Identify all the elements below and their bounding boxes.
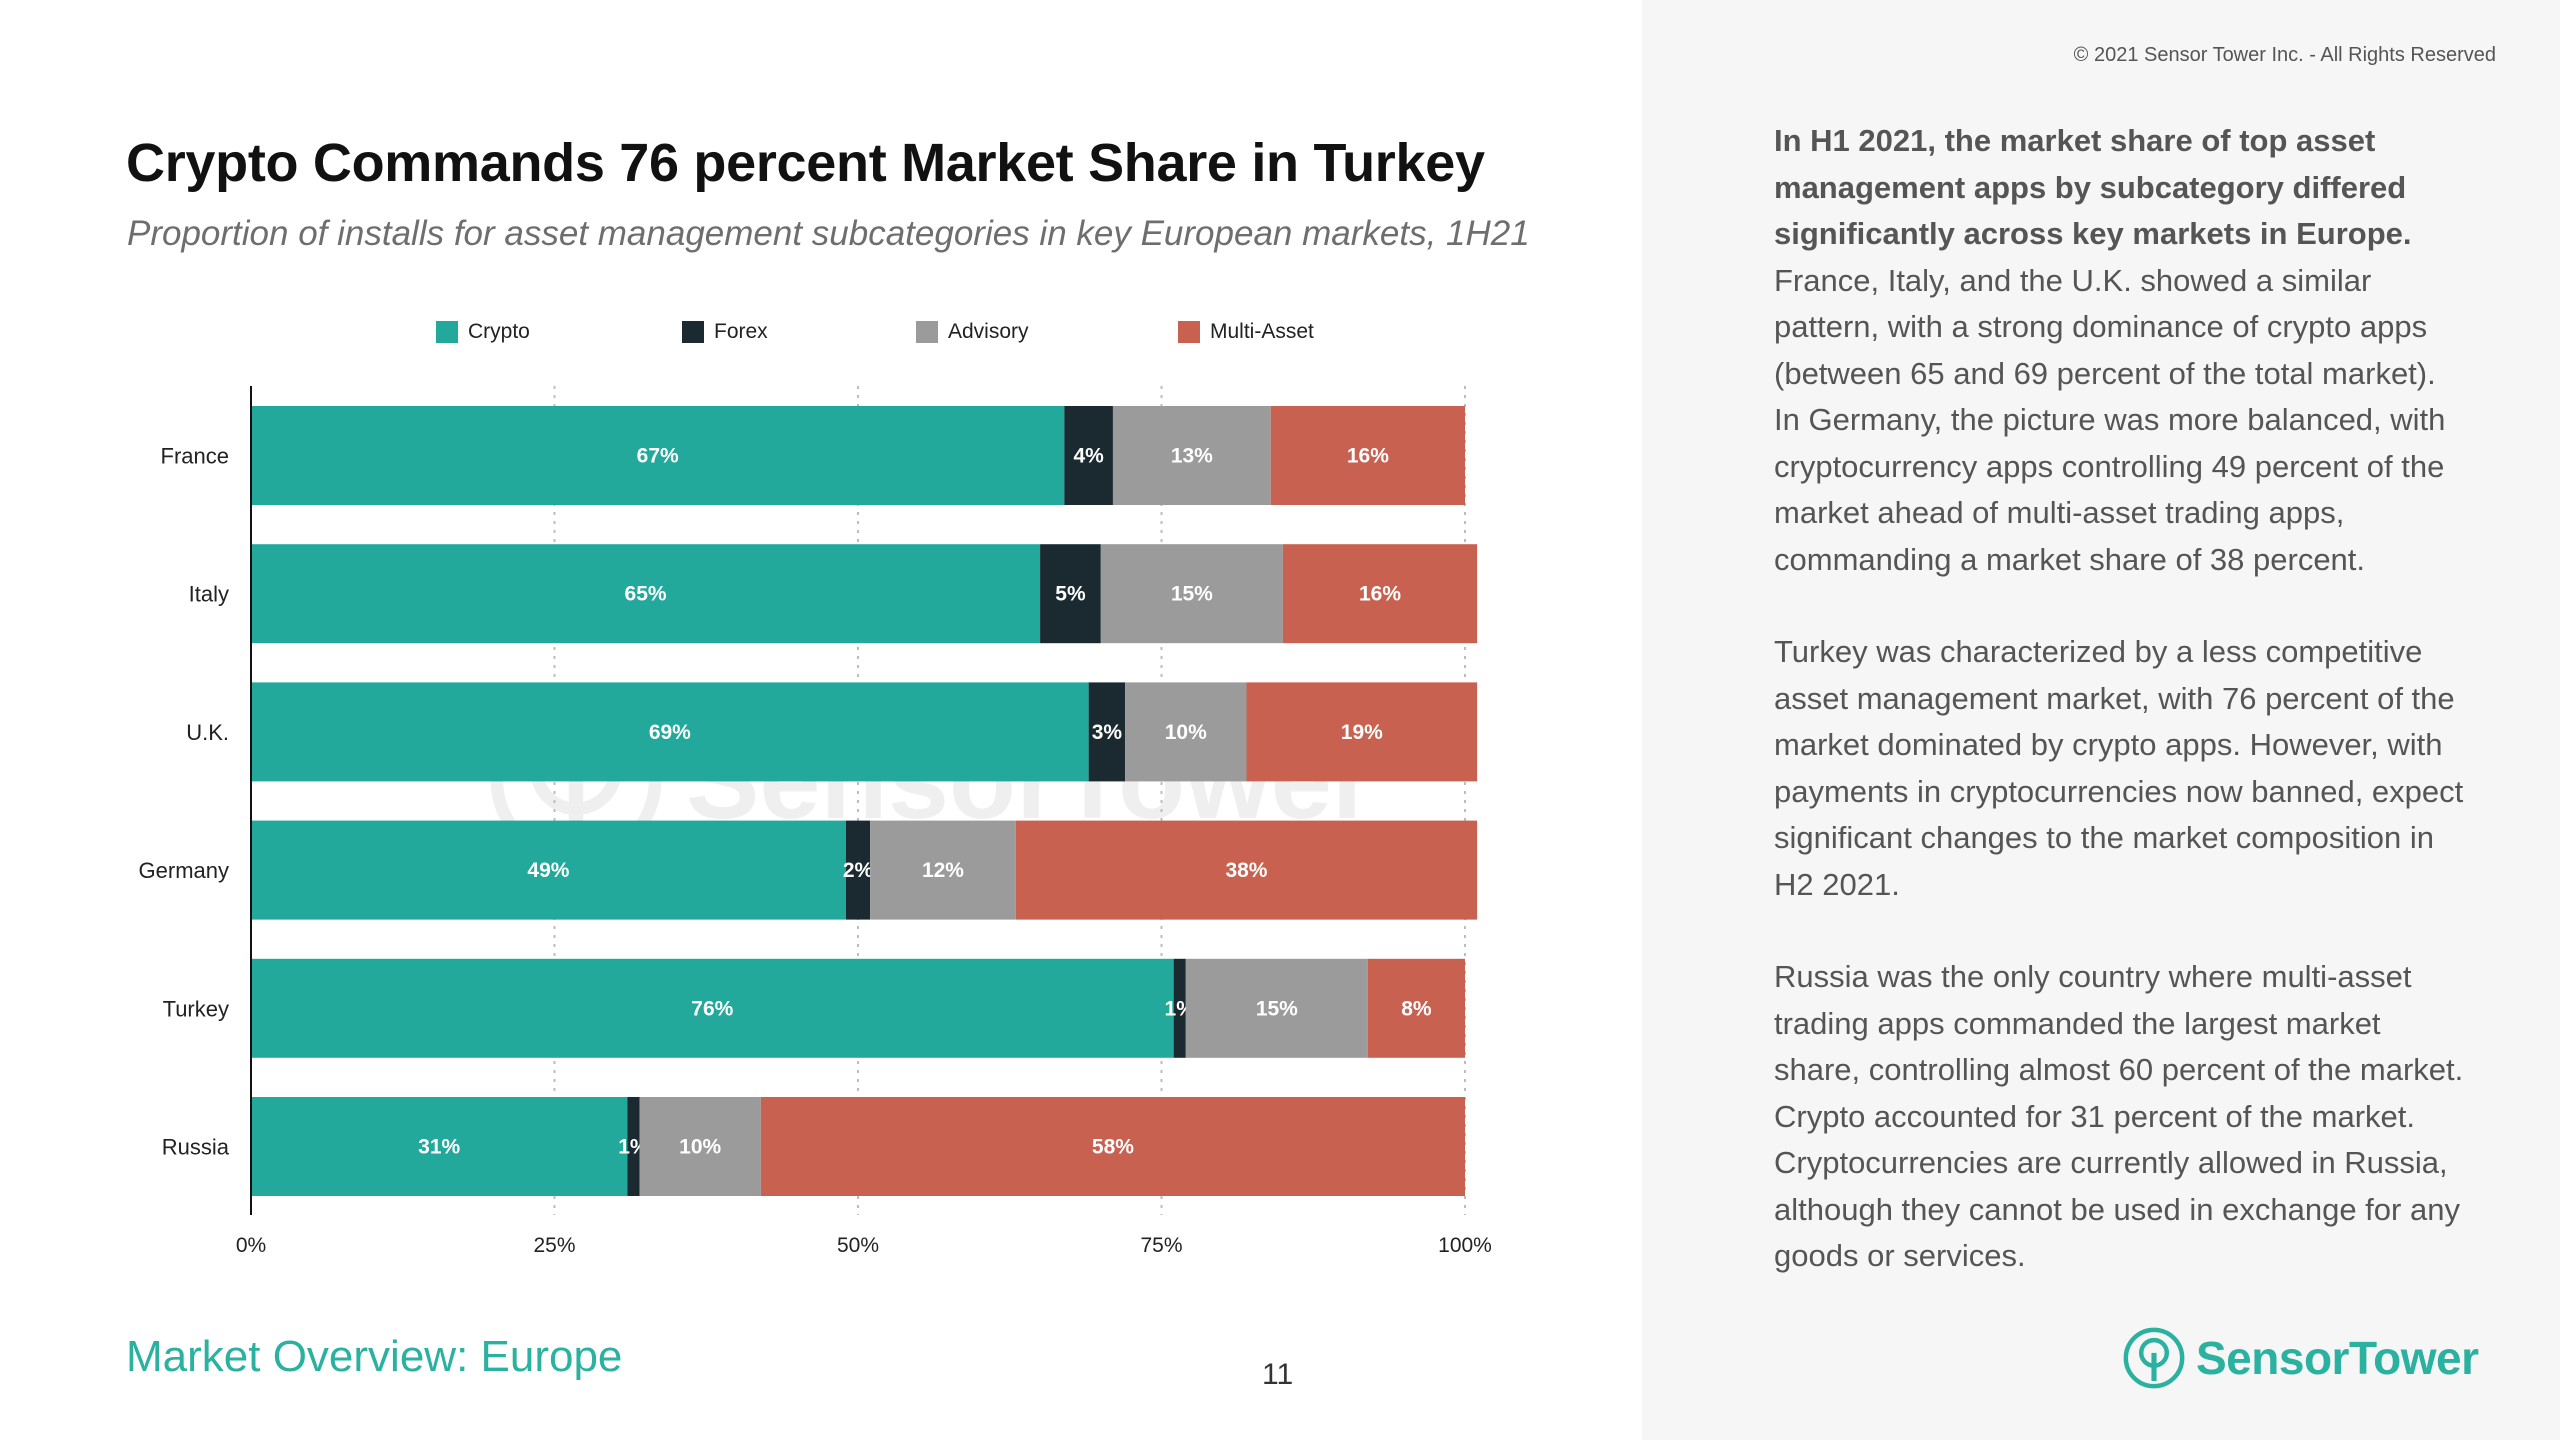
section-title: Market Overview: Europe [126,1332,623,1381]
legend-item: Advisory [916,320,1029,344]
page-title: Crypto Commands 76 percent Market Share … [126,133,1485,193]
bar-segment [1100,544,1283,644]
data-label: 19% [1341,721,1383,744]
bar-segment [1367,958,1465,1058]
data-label: 15% [1171,583,1213,606]
data-label: 10% [1165,721,1207,744]
bar-segment [251,820,846,920]
x-tick-label: 0% [236,1234,266,1257]
data-label: 16% [1359,583,1401,606]
bar-segment [251,682,1089,782]
bar-segment [1112,406,1271,505]
data-label: 12% [922,859,964,882]
category-label: Russia [162,1135,230,1160]
commentary-paragraph-3: Russia was the only country where multi-… [1774,959,2464,1273]
x-tick-label: 75% [1140,1234,1182,1257]
data-label: 13% [1171,445,1213,468]
copyright-notice: © 2021 Sensor Tower Inc. - All Rights Re… [2073,44,2496,66]
bar-segment [1185,958,1368,1058]
data-label: 67% [637,445,679,468]
bar-segment [1064,406,1113,505]
commentary-lead: In H1 2021, the market share of top asse… [1774,123,2412,251]
bar-segment [845,820,871,920]
bar-segment [1088,682,1126,782]
commentary-p1-rest: France, Italy, and the U.K. showed a sim… [1774,262,2446,577]
legend-label: Advisory [948,320,1029,343]
bar-segment [1270,406,1465,505]
legend-swatch [1178,321,1200,343]
category-label: Germany [139,858,229,883]
data-label: 69% [649,721,691,744]
data-label: 15% [1256,997,1298,1020]
chart-panel: Crypto Commands 76 percent Market Share … [126,133,1530,1391]
bar-segment [251,958,1174,1058]
data-label: 76% [691,997,733,1020]
legend-swatch [916,321,938,343]
data-label: 49% [527,859,569,882]
legend-label: Crypto [468,320,530,343]
bar-segment [251,406,1065,505]
commentary-paragraph-2: Turkey was characterized by a less compe… [1774,634,2464,902]
data-label: 65% [625,583,667,606]
legend-swatch [436,321,458,343]
data-label: 31% [418,1136,460,1159]
bar-segment [1040,544,1101,644]
legend-label: Forex [714,320,768,343]
category-label: Turkey [163,996,229,1021]
data-label: 16% [1347,445,1389,468]
commentary-text: In H1 2021, the market share of top asse… [1774,118,2464,1326]
data-label: 58% [1092,1136,1134,1159]
data-label: 8% [1401,997,1432,1020]
category-label: Italy [189,582,229,607]
bar-segment [639,1097,761,1196]
commentary-paragraph-1: In H1 2021, the market share of top asse… [1774,118,2464,583]
legend-label: Multi-Asset [1210,320,1314,343]
legend-item: Forex [682,320,768,344]
data-label: 10% [679,1136,721,1159]
bar-segment [1282,544,1478,644]
legend-item: Multi-Asset [1178,320,1314,344]
legend-item: Crypto [436,320,530,344]
data-label: 5% [1055,583,1086,606]
sensor-tower-logo: SensorTower [2122,1326,2479,1390]
x-tick-label: 50% [837,1234,879,1257]
bar-segment [1173,958,1186,1058]
category-label: France [161,444,229,469]
commentary-panel: © 2021 Sensor Tower Inc. - All Rights Re… [1642,0,2560,1440]
bar-segment [1246,682,1478,782]
stacked-bar-chart: 67% 4% 13% 16% France 65% 5% 15% 16% Italy 69% 3% 10… [139,386,1492,1257]
data-label: 2% [843,859,874,882]
bar-segment [1125,682,1247,782]
data-label: 3% [1092,721,1123,744]
sensor-tower-logo-icon [2123,1327,2185,1389]
bar-segment [251,1097,628,1196]
data-label: 4% [1073,445,1104,468]
logo-text: SensorTower [2196,1332,2479,1384]
x-tick-label: 100% [1438,1234,1492,1257]
bar-segment [627,1097,640,1196]
category-label: U.K. [186,720,229,745]
page-subtitle: Proportion of installs for asset managem… [127,214,1530,253]
x-tick-label: 25% [533,1234,575,1257]
bar-segment [1015,820,1478,920]
page-number: 11 [1262,1358,1294,1391]
bar-segment [760,1097,1465,1196]
data-label: 38% [1225,859,1267,882]
bar-segment [251,544,1041,644]
bar-segment [870,820,1016,920]
legend-swatch [682,321,704,343]
